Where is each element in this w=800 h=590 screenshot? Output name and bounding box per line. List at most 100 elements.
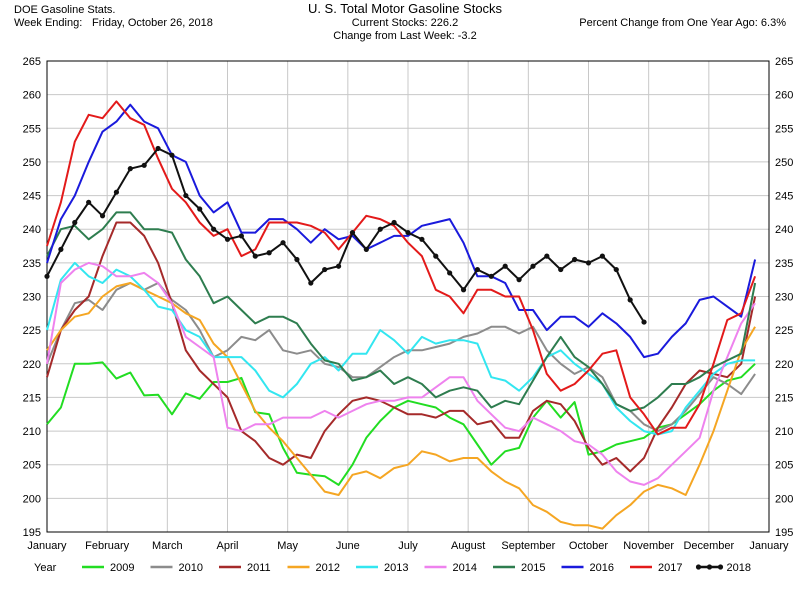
legend-label-2011: 2011 (247, 562, 271, 574)
series-line-2016 (46, 103, 757, 359)
point-2018 (99, 213, 106, 219)
y-tick-label-right: 200 (775, 493, 793, 505)
point-2018 (516, 277, 522, 283)
point-2018 (266, 250, 272, 256)
point-2018 (72, 219, 78, 226)
series-lines (44, 100, 757, 530)
x-tick-label: March (152, 540, 183, 552)
point-2018 (488, 273, 494, 279)
x-tick-label: April (216, 540, 238, 552)
y-tick-label-left: 235 (23, 258, 41, 270)
axes: 195 195 200 200 205 205 210 210 215 215 220 220 225 2… (23, 56, 794, 552)
y-tick-label-right: 240 (775, 224, 793, 236)
y-tick-label-left: 230 (23, 292, 41, 304)
series-line-2018 (46, 147, 645, 323)
point-2018 (502, 263, 508, 269)
point-2018 (599, 253, 605, 259)
header-left-line1: DOE Gasoline Stats. (14, 4, 116, 16)
point-2018 (58, 246, 64, 252)
y-tick-label-left: 210 (23, 426, 41, 438)
y-tick-label-left: 260 (23, 90, 41, 102)
y-tick-label-left: 240 (23, 224, 41, 236)
y-tick-label-left: 250 (23, 157, 41, 169)
legend-label-2010: 2010 (179, 562, 203, 574)
series-line-2009 (46, 361, 756, 486)
y-tick-label-left: 265 (23, 56, 41, 68)
header-week-ending-value: Friday, October 26, 2018 (92, 17, 213, 29)
y-tick-label-left: 215 (23, 392, 41, 404)
point-2018 (141, 162, 147, 168)
x-tick-label: January (749, 540, 789, 552)
series-line-2014 (46, 261, 756, 486)
current-stocks: Current Stocks: 226.2 (352, 17, 458, 29)
point-2018 (433, 253, 439, 259)
point-2018 (211, 226, 217, 232)
y-tick-label-left: 245 (23, 191, 41, 203)
y-tick-label-left: 225 (23, 325, 41, 337)
legend-label-2013: 2013 (384, 562, 408, 574)
legend-label-2012: 2012 (316, 562, 340, 574)
point-2018 (391, 219, 397, 226)
header-week-ending-label: Week Ending: (14, 17, 82, 29)
point-2018 (641, 319, 647, 325)
series-line-2012 (46, 282, 756, 530)
legend: Year 2009 2010 2011 2012 2013 2014 2015 2016 201… (34, 562, 751, 574)
y-tick-label-right: 230 (775, 292, 793, 304)
point-2018 (335, 263, 342, 269)
y-tick-label-right: 225 (775, 325, 793, 337)
y-tick-label-right: 265 (775, 56, 793, 68)
legend-label-2017: 2017 (658, 562, 682, 574)
legend-label-2016: 2016 (590, 562, 614, 574)
y-tick-label-right: 205 (775, 460, 793, 472)
point-2018 (113, 189, 120, 195)
x-tick-label: October (569, 540, 608, 552)
point-2018 (86, 199, 92, 205)
y-tick-label-right: 250 (775, 157, 793, 169)
y-tick-label-right: 260 (775, 90, 793, 102)
point-2018 (169, 152, 175, 158)
y-tick-label-left: 200 (23, 493, 41, 505)
point-2018 (155, 145, 161, 152)
x-tick-label: December (683, 540, 734, 552)
y-tick-label-right: 220 (775, 359, 793, 371)
y-tick-label-right: 235 (775, 258, 793, 270)
x-tick-label: July (398, 540, 418, 552)
y-tick-label-left: 195 (23, 527, 41, 539)
x-tick-label: November (623, 540, 674, 552)
legend-label-2009: 2009 (110, 562, 134, 574)
y-tick-label-left: 205 (23, 460, 41, 472)
grid (46, 60, 770, 533)
legend-marker-2018 (695, 564, 702, 570)
percent-change: Percent Change from One Year Ago: 6.3% (579, 17, 786, 29)
point-2018 (349, 229, 356, 236)
point-2018 (322, 266, 328, 273)
point-2018 (377, 226, 383, 232)
series-line-2011 (46, 221, 757, 473)
legend-label-2018: 2018 (727, 562, 751, 574)
point-2018 (224, 236, 231, 242)
plot-border (46, 60, 770, 533)
point-2018 (419, 236, 425, 242)
series-line-2015 (46, 211, 757, 412)
point-2018 (44, 273, 50, 279)
x-tick-label: September (501, 540, 555, 552)
point-2018 (308, 280, 314, 286)
y-tick-label-right: 210 (775, 426, 793, 438)
legend-marker-2018 (706, 564, 713, 570)
x-tick-label: June (336, 540, 360, 552)
point-2018 (183, 192, 189, 199)
x-tick-label: February (85, 540, 130, 552)
legend-marker-2018 (717, 564, 724, 570)
point-2018 (127, 166, 133, 172)
point-2018 (280, 240, 286, 246)
series-line-2017 (46, 100, 757, 436)
point-2018 (474, 266, 481, 273)
series-line-2013 (46, 261, 756, 436)
point-2018 (238, 233, 244, 239)
chart-title: U. S. Total Motor Gasoline Stocks (308, 1, 503, 16)
point-2018 (572, 256, 578, 263)
y-tick-label-left: 220 (23, 359, 41, 371)
point-2018 (447, 270, 453, 276)
